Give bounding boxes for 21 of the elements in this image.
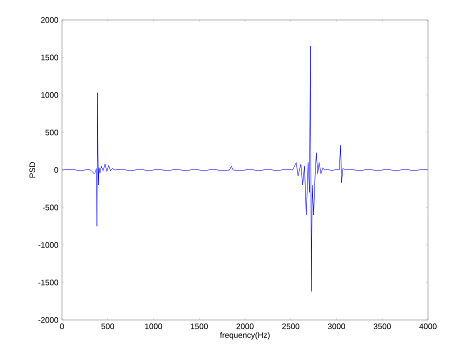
x-tick-label: 1500 — [190, 324, 208, 330]
line-series — [62, 46, 428, 292]
y-tick-label: 2000 — [41, 17, 58, 23]
y-tick-label: 1000 — [41, 92, 58, 98]
y-tick-label: 1500 — [41, 54, 58, 60]
x-tick-label: 0 — [60, 324, 64, 330]
y-axis-title: PSD — [29, 162, 36, 178]
y-tick-label: -1500 — [38, 280, 58, 286]
x-tick-label: 500 — [101, 324, 114, 330]
x-tick-label: 2000 — [236, 324, 254, 330]
y-tick-label: 500 — [45, 130, 58, 136]
x-tick-label: 1000 — [145, 324, 162, 330]
x-tick-label: 3500 — [374, 324, 391, 330]
x-axis-title: frequency(Hz) — [220, 332, 270, 340]
y-tick-label: 0 — [54, 167, 58, 173]
x-tick-label: 4000 — [419, 324, 437, 330]
y-tick-label: -2000 — [38, 317, 58, 323]
x-tick-label: 3000 — [328, 324, 346, 330]
x-tick-label: 2500 — [282, 324, 300, 330]
y-tick-label: -500 — [42, 204, 58, 210]
y-tick-label: -1000 — [38, 242, 58, 248]
